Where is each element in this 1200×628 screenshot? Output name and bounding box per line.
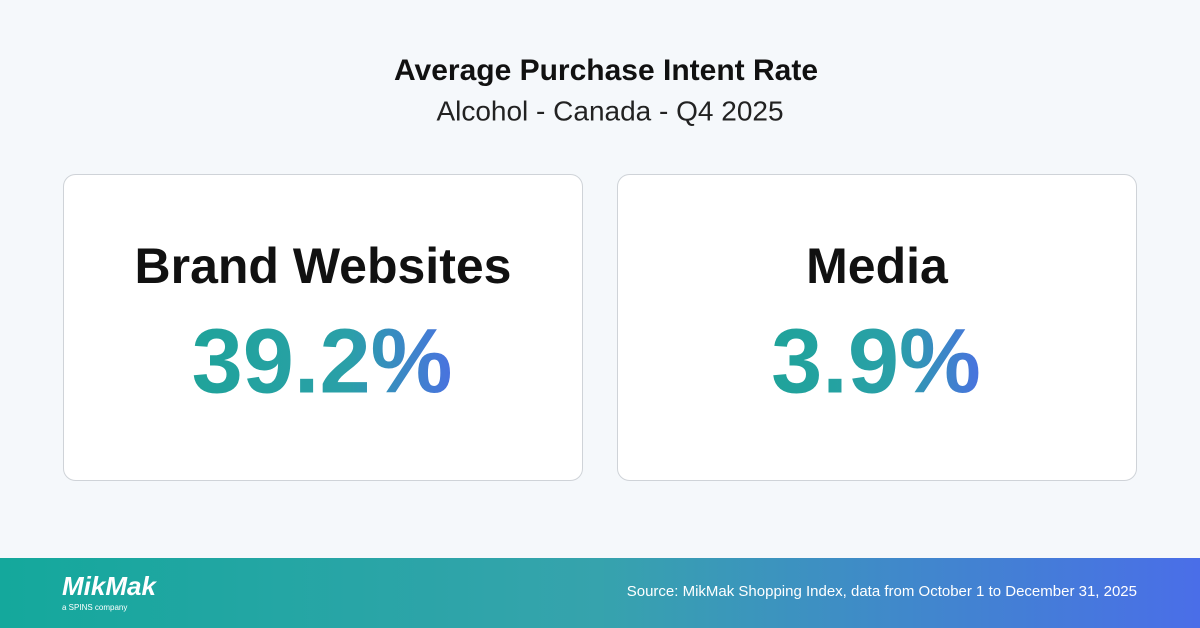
- card: [63, 174, 583, 481]
- card-value: 3.9%: [771, 310, 981, 412]
- card-label: Brand Websites: [135, 238, 512, 294]
- logo: MikMak: [62, 571, 157, 601]
- tagline: a SPINS company: [62, 603, 127, 612]
- card-value: 39.2%: [192, 310, 453, 412]
- subtitle: Alcohol - Canada - Q4 2025: [436, 95, 783, 126]
- title: Average Purchase Intent Rate: [394, 54, 818, 87]
- source: Source: MikMak Shopping Index, data from…: [627, 583, 1137, 600]
- footer-band: [0, 558, 1200, 628]
- card-label: Media: [806, 238, 949, 294]
- card: [617, 174, 1137, 481]
